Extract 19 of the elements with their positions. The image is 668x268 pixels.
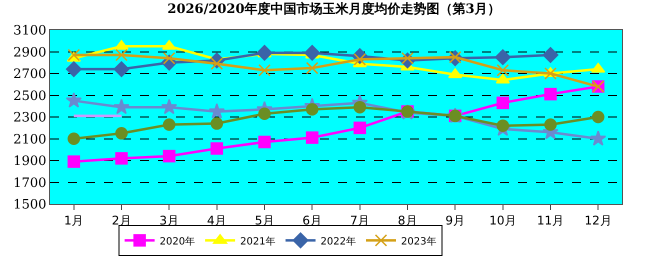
x-tick-label: 11月 [536,213,564,228]
x-tick-label: 9月 [445,213,465,228]
chart-title: 2026/2020年度中国市场玉米月度均价走势图（第3月） [167,1,501,18]
y-tick-label: 1900 [13,154,46,170]
y-tick-label: 1500 [13,198,46,213]
y-tick-label: 2900 [13,45,46,60]
y-tick-label: 3100 [13,24,46,39]
y-tick-label: 2100 [13,132,46,148]
legend-label: 2020年 [160,235,196,248]
legend-label: 2023年 [401,235,436,248]
y-tick-label: 2300 [13,110,46,126]
y-tick-label: 2700 [13,67,46,82]
y-tick-label: 1700 [13,176,46,191]
legend-label: 2022年 [320,235,356,248]
x-tick-label: 10月 [489,213,516,228]
y-tick-label: 2500 [13,88,46,104]
x-tick-label: 12月 [584,213,612,228]
legend-label: 2021年 [240,235,276,248]
x-tick-label: 1月 [64,213,84,228]
